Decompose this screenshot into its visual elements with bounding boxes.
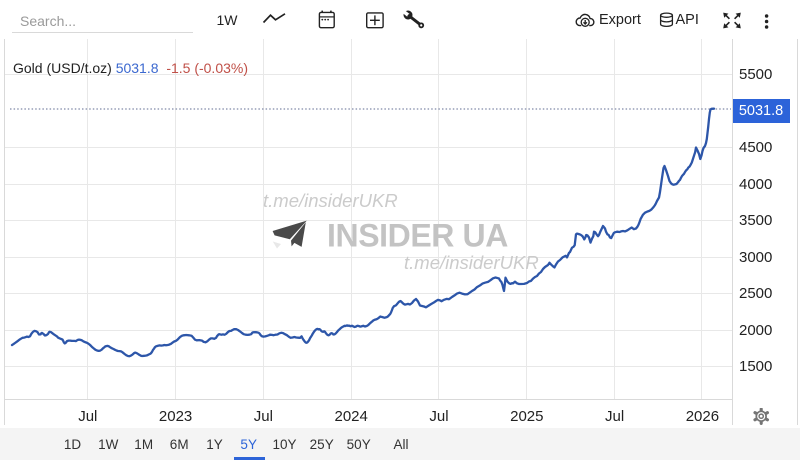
svg-text:t.me/insiderUKR: t.me/insiderUKR [404,252,539,273]
svg-text:t.me/insiderUKR: t.me/insiderUKR [263,190,398,211]
svg-text:INSIDER UA: INSIDER UA [327,218,508,254]
